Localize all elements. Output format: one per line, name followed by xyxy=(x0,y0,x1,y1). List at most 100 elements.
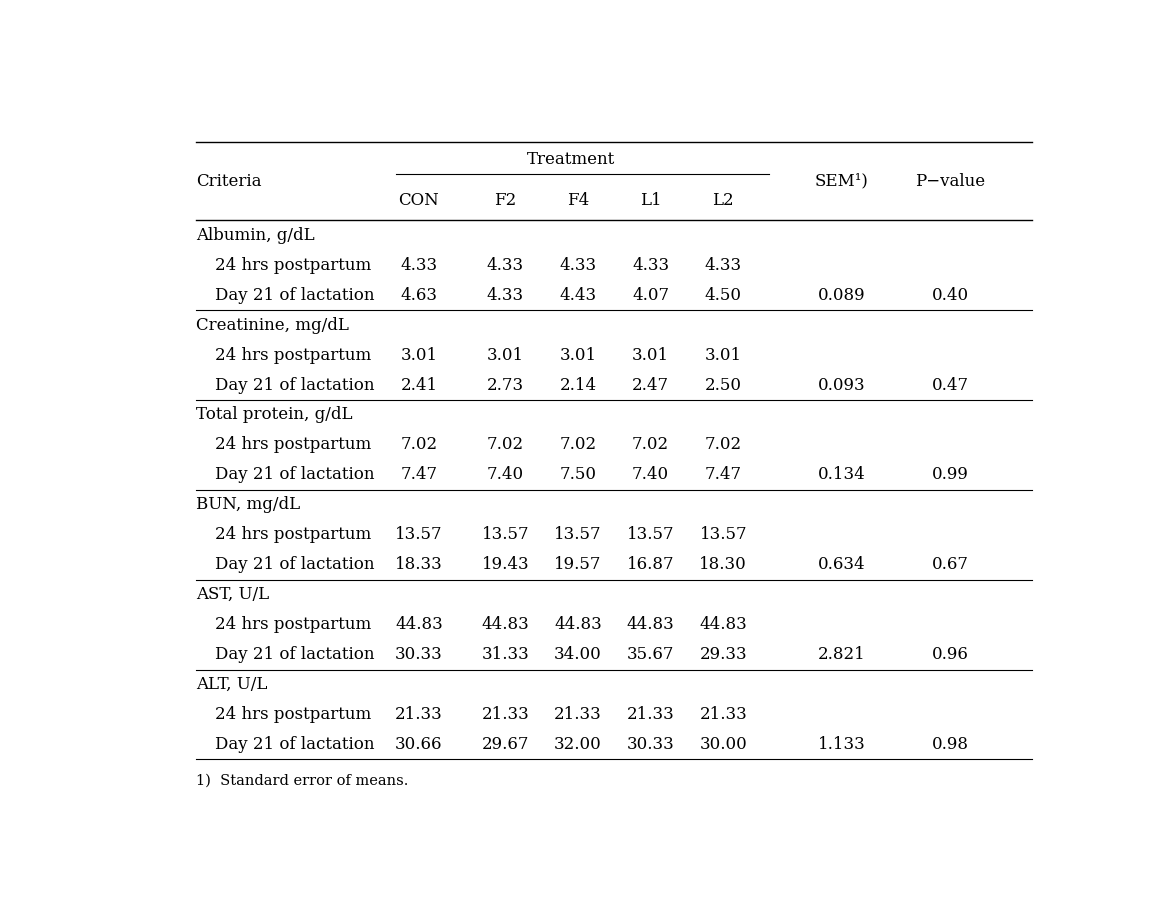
Text: 34.00: 34.00 xyxy=(554,647,601,663)
Text: Albumin, g/dL: Albumin, g/dL xyxy=(197,227,315,244)
Text: AST, U/L: AST, U/L xyxy=(197,586,270,603)
Text: SEM¹): SEM¹) xyxy=(815,173,868,190)
Text: 4.33: 4.33 xyxy=(486,286,524,304)
Text: Day 21 of lactation: Day 21 of lactation xyxy=(214,736,374,753)
Text: 21.33: 21.33 xyxy=(700,706,747,723)
Text: 21.33: 21.33 xyxy=(554,706,601,723)
Text: Criteria: Criteria xyxy=(197,173,263,190)
Text: 0.47: 0.47 xyxy=(932,377,969,393)
Text: 24 hrs postpartum: 24 hrs postpartum xyxy=(214,526,370,543)
Text: 29.33: 29.33 xyxy=(700,647,747,663)
Text: 0.634: 0.634 xyxy=(818,556,865,573)
Text: 2.821: 2.821 xyxy=(818,647,865,663)
Text: 44.83: 44.83 xyxy=(395,616,443,633)
Text: 30.66: 30.66 xyxy=(395,736,443,753)
Text: 19.43: 19.43 xyxy=(482,556,529,573)
Text: 44.83: 44.83 xyxy=(627,616,674,633)
Text: 2.47: 2.47 xyxy=(632,377,669,393)
Text: 7.47: 7.47 xyxy=(401,466,437,484)
Text: 0.99: 0.99 xyxy=(932,466,969,484)
Text: 13.57: 13.57 xyxy=(700,526,747,543)
Text: 2.73: 2.73 xyxy=(486,377,524,393)
Text: 2.41: 2.41 xyxy=(401,377,437,393)
Text: 0.134: 0.134 xyxy=(818,466,865,484)
Text: 16.87: 16.87 xyxy=(627,556,674,573)
Text: 18.30: 18.30 xyxy=(700,556,747,573)
Text: 7.02: 7.02 xyxy=(632,437,669,453)
Text: 1.133: 1.133 xyxy=(818,736,865,753)
Text: Total protein, g/dL: Total protein, g/dL xyxy=(197,406,353,424)
Text: F2: F2 xyxy=(495,192,517,209)
Text: 19.57: 19.57 xyxy=(554,556,601,573)
Text: 44.83: 44.83 xyxy=(482,616,529,633)
Text: 4.63: 4.63 xyxy=(401,286,437,304)
Text: Day 21 of lactation: Day 21 of lactation xyxy=(214,556,374,573)
Text: P−value: P−value xyxy=(915,173,986,190)
Text: 24 hrs postpartum: 24 hrs postpartum xyxy=(214,616,370,633)
Text: 0.093: 0.093 xyxy=(818,377,865,393)
Text: 0.089: 0.089 xyxy=(818,286,865,304)
Text: 0.98: 0.98 xyxy=(932,736,969,753)
Text: 4.33: 4.33 xyxy=(704,257,742,274)
Text: Day 21 of lactation: Day 21 of lactation xyxy=(214,466,374,484)
Text: 3.01: 3.01 xyxy=(632,346,669,364)
Text: 44.83: 44.83 xyxy=(554,616,601,633)
Text: 7.40: 7.40 xyxy=(632,466,669,484)
Text: 3.01: 3.01 xyxy=(486,346,524,364)
Text: CON: CON xyxy=(398,192,440,209)
Text: 2.14: 2.14 xyxy=(559,377,597,393)
Text: 0.96: 0.96 xyxy=(932,647,969,663)
Text: 24 hrs postpartum: 24 hrs postpartum xyxy=(214,346,370,364)
Text: 18.33: 18.33 xyxy=(395,556,443,573)
Text: 7.02: 7.02 xyxy=(559,437,597,453)
Text: 24 hrs postpartum: 24 hrs postpartum xyxy=(214,437,370,453)
Text: 35.67: 35.67 xyxy=(627,647,674,663)
Text: 21.33: 21.33 xyxy=(395,706,443,723)
Text: Treatment: Treatment xyxy=(527,151,615,169)
Text: 1)  Standard error of means.: 1) Standard error of means. xyxy=(197,774,409,787)
Text: 31.33: 31.33 xyxy=(482,647,529,663)
Text: 3.01: 3.01 xyxy=(704,346,742,364)
Text: 13.57: 13.57 xyxy=(395,526,443,543)
Text: ALT, U/L: ALT, U/L xyxy=(197,676,268,693)
Text: 7.40: 7.40 xyxy=(486,466,524,484)
Text: Day 21 of lactation: Day 21 of lactation xyxy=(214,377,374,393)
Text: 4.33: 4.33 xyxy=(559,257,597,274)
Text: 44.83: 44.83 xyxy=(700,616,747,633)
Text: 24 hrs postpartum: 24 hrs postpartum xyxy=(214,706,370,723)
Text: 21.33: 21.33 xyxy=(627,706,674,723)
Text: 30.33: 30.33 xyxy=(395,647,443,663)
Text: F4: F4 xyxy=(567,192,590,209)
Text: BUN, mg/dL: BUN, mg/dL xyxy=(197,496,300,513)
Text: 4.33: 4.33 xyxy=(486,257,524,274)
Text: 7.02: 7.02 xyxy=(704,437,742,453)
Text: 7.50: 7.50 xyxy=(559,466,597,484)
Text: 13.57: 13.57 xyxy=(482,526,529,543)
Text: 4.50: 4.50 xyxy=(704,286,742,304)
Text: 13.57: 13.57 xyxy=(554,526,601,543)
Text: 4.43: 4.43 xyxy=(559,286,597,304)
Text: 30.00: 30.00 xyxy=(700,736,747,753)
Text: 21.33: 21.33 xyxy=(482,706,529,723)
Text: 24 hrs postpartum: 24 hrs postpartum xyxy=(214,257,370,274)
Text: L2: L2 xyxy=(713,192,734,209)
Text: 0.67: 0.67 xyxy=(932,556,969,573)
Text: 3.01: 3.01 xyxy=(559,346,597,364)
Text: 3.01: 3.01 xyxy=(401,346,437,364)
Text: L1: L1 xyxy=(640,192,661,209)
Text: 7.02: 7.02 xyxy=(401,437,437,453)
Text: 7.47: 7.47 xyxy=(704,466,742,484)
Text: 29.67: 29.67 xyxy=(482,736,529,753)
Text: 4.33: 4.33 xyxy=(401,257,437,274)
Text: 4.33: 4.33 xyxy=(632,257,669,274)
Text: 13.57: 13.57 xyxy=(627,526,674,543)
Text: 7.02: 7.02 xyxy=(486,437,524,453)
Text: 32.00: 32.00 xyxy=(554,736,601,753)
Text: 4.07: 4.07 xyxy=(632,286,669,304)
Text: 2.50: 2.50 xyxy=(704,377,742,393)
Text: Day 21 of lactation: Day 21 of lactation xyxy=(214,647,374,663)
Text: 30.33: 30.33 xyxy=(627,736,674,753)
Text: Creatinine, mg/dL: Creatinine, mg/dL xyxy=(197,317,349,333)
Text: 0.40: 0.40 xyxy=(932,286,969,304)
Text: Day 21 of lactation: Day 21 of lactation xyxy=(214,286,374,304)
